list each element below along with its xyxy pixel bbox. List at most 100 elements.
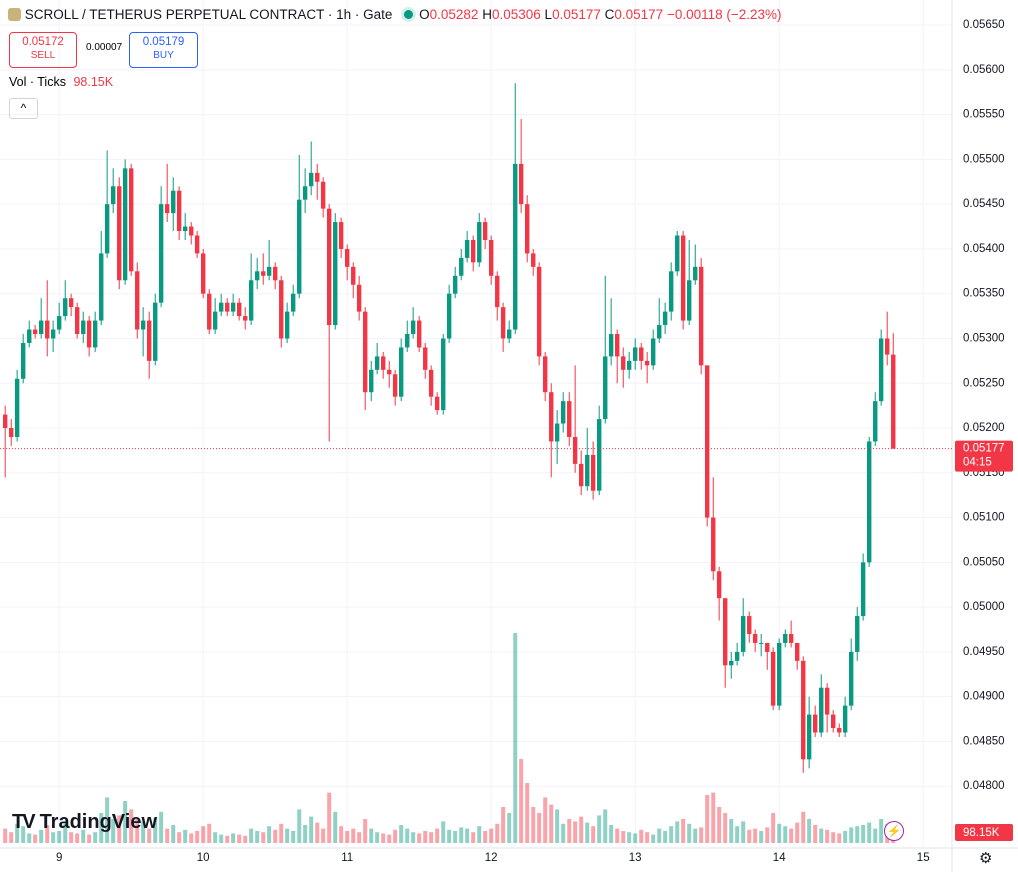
- settings-icon[interactable]: ⚙: [979, 850, 993, 867]
- candle-body: [482, 222, 488, 240]
- c-key: C: [604, 7, 615, 22]
- candle-body: [254, 271, 260, 281]
- volume-bar: [645, 832, 650, 843]
- volume-bar: [423, 831, 428, 843]
- volume-bar: [609, 825, 614, 843]
- volume-bar: [567, 819, 572, 843]
- candle-body: [392, 374, 398, 397]
- candle-body: [891, 354, 896, 449]
- y-tick-label: 0.05650: [963, 19, 1005, 31]
- volume-bar: [615, 828, 620, 843]
- candle-body: [734, 651, 740, 661]
- volume-bar: [117, 815, 122, 843]
- volume-bar: [813, 825, 818, 843]
- sell-label: SELL: [30, 50, 56, 61]
- y-tick-label: 0.05400: [963, 243, 1005, 255]
- symbol-title[interactable]: SCROLL / TETHERUS PERPETUAL CONTRACT · 1…: [24, 7, 393, 22]
- volume-bar: [369, 828, 374, 843]
- candle-body: [266, 266, 272, 276]
- volume-bar: [3, 828, 8, 843]
- volume-bar: [123, 801, 128, 843]
- volume-bar: [507, 813, 512, 843]
- volume-bar: [405, 828, 410, 843]
- candle-body: [536, 266, 542, 357]
- sell-button[interactable]: 0.05172 SELL: [9, 32, 77, 68]
- volume-bar: [249, 828, 254, 843]
- volume-bar: [705, 795, 710, 843]
- volume-bar: [789, 828, 794, 843]
- candle-body: [837, 728, 842, 733]
- volume-bar: [21, 826, 26, 843]
- volume-bar: [333, 811, 338, 843]
- candle-body: [279, 280, 284, 339]
- volume-bar: [339, 826, 344, 843]
- h-key: H: [482, 7, 492, 22]
- candle-body: [320, 181, 326, 209]
- candle-body: [338, 222, 344, 249]
- candle-body: [477, 222, 482, 263]
- candle-body: [351, 266, 356, 285]
- volume-bar: [9, 832, 14, 843]
- candle-body: [146, 320, 152, 361]
- volume-bar: [693, 828, 698, 843]
- candle-body: [434, 396, 440, 411]
- candle-body: [626, 360, 632, 370]
- volume-bar: [675, 821, 680, 843]
- volume-bar: [447, 829, 452, 843]
- volume-bar: [75, 833, 80, 843]
- volume-bar: [429, 832, 434, 843]
- candle-body: [333, 222, 338, 326]
- volume-bar: [309, 816, 314, 843]
- volume-bar: [453, 831, 458, 843]
- volume-bar: [783, 826, 788, 843]
- candle-body: [578, 463, 584, 487]
- candle-body: [63, 298, 68, 317]
- volume-bar: [621, 831, 626, 843]
- candle-body: [657, 325, 662, 339]
- candle-body: [783, 633, 788, 643]
- candle-body: [686, 280, 692, 321]
- candle-body: [572, 436, 578, 464]
- volume-bar: [771, 813, 776, 843]
- price-tag-value: 0.05177: [963, 443, 1005, 455]
- candle-body: [14, 378, 20, 437]
- candle-body: [495, 275, 500, 308]
- y-tick-label: 0.05200: [963, 422, 1005, 434]
- candle-body: [554, 423, 560, 442]
- candle-body: [567, 401, 572, 437]
- x-tick-label: 11: [341, 852, 353, 864]
- candle-body: [794, 642, 800, 661]
- y-tick-label: 0.05250: [963, 377, 1005, 389]
- volume-bar: [153, 817, 158, 843]
- volume-bar: [207, 823, 212, 843]
- volume-bar: [549, 804, 554, 843]
- logo-text: TradingView: [39, 811, 158, 833]
- y-tick-label: 0.05100: [963, 512, 1005, 524]
- volume-bar: [603, 809, 608, 843]
- volume-bar: [111, 819, 116, 843]
- volume-bar: [105, 797, 110, 843]
- volume-bar: [285, 828, 290, 843]
- collapse-button[interactable]: ^: [9, 98, 38, 119]
- candle-body: [243, 316, 248, 321]
- volume-bar: [357, 832, 362, 843]
- volume-bar: [471, 832, 476, 843]
- candle-body: [212, 311, 218, 330]
- volume-bar: [93, 832, 98, 843]
- volume-bar: [327, 792, 332, 843]
- alert-icon[interactable]: ⚡: [884, 821, 904, 841]
- volume-bar: [375, 832, 380, 843]
- volume-bar: [45, 825, 50, 843]
- volume-bar: [57, 831, 62, 843]
- volume-bar: [495, 823, 500, 843]
- volume-bar: [273, 829, 278, 843]
- candle-body: [747, 616, 752, 634]
- candle-body: [56, 316, 62, 330]
- candle-body: [716, 571, 722, 599]
- candle-body: [770, 651, 776, 706]
- candle-body: [218, 302, 224, 312]
- volume-bar: [579, 816, 584, 843]
- volume-bar: [525, 783, 530, 843]
- buy-button[interactable]: 0.05179 BUY: [129, 32, 198, 68]
- candle-body: [711, 517, 716, 572]
